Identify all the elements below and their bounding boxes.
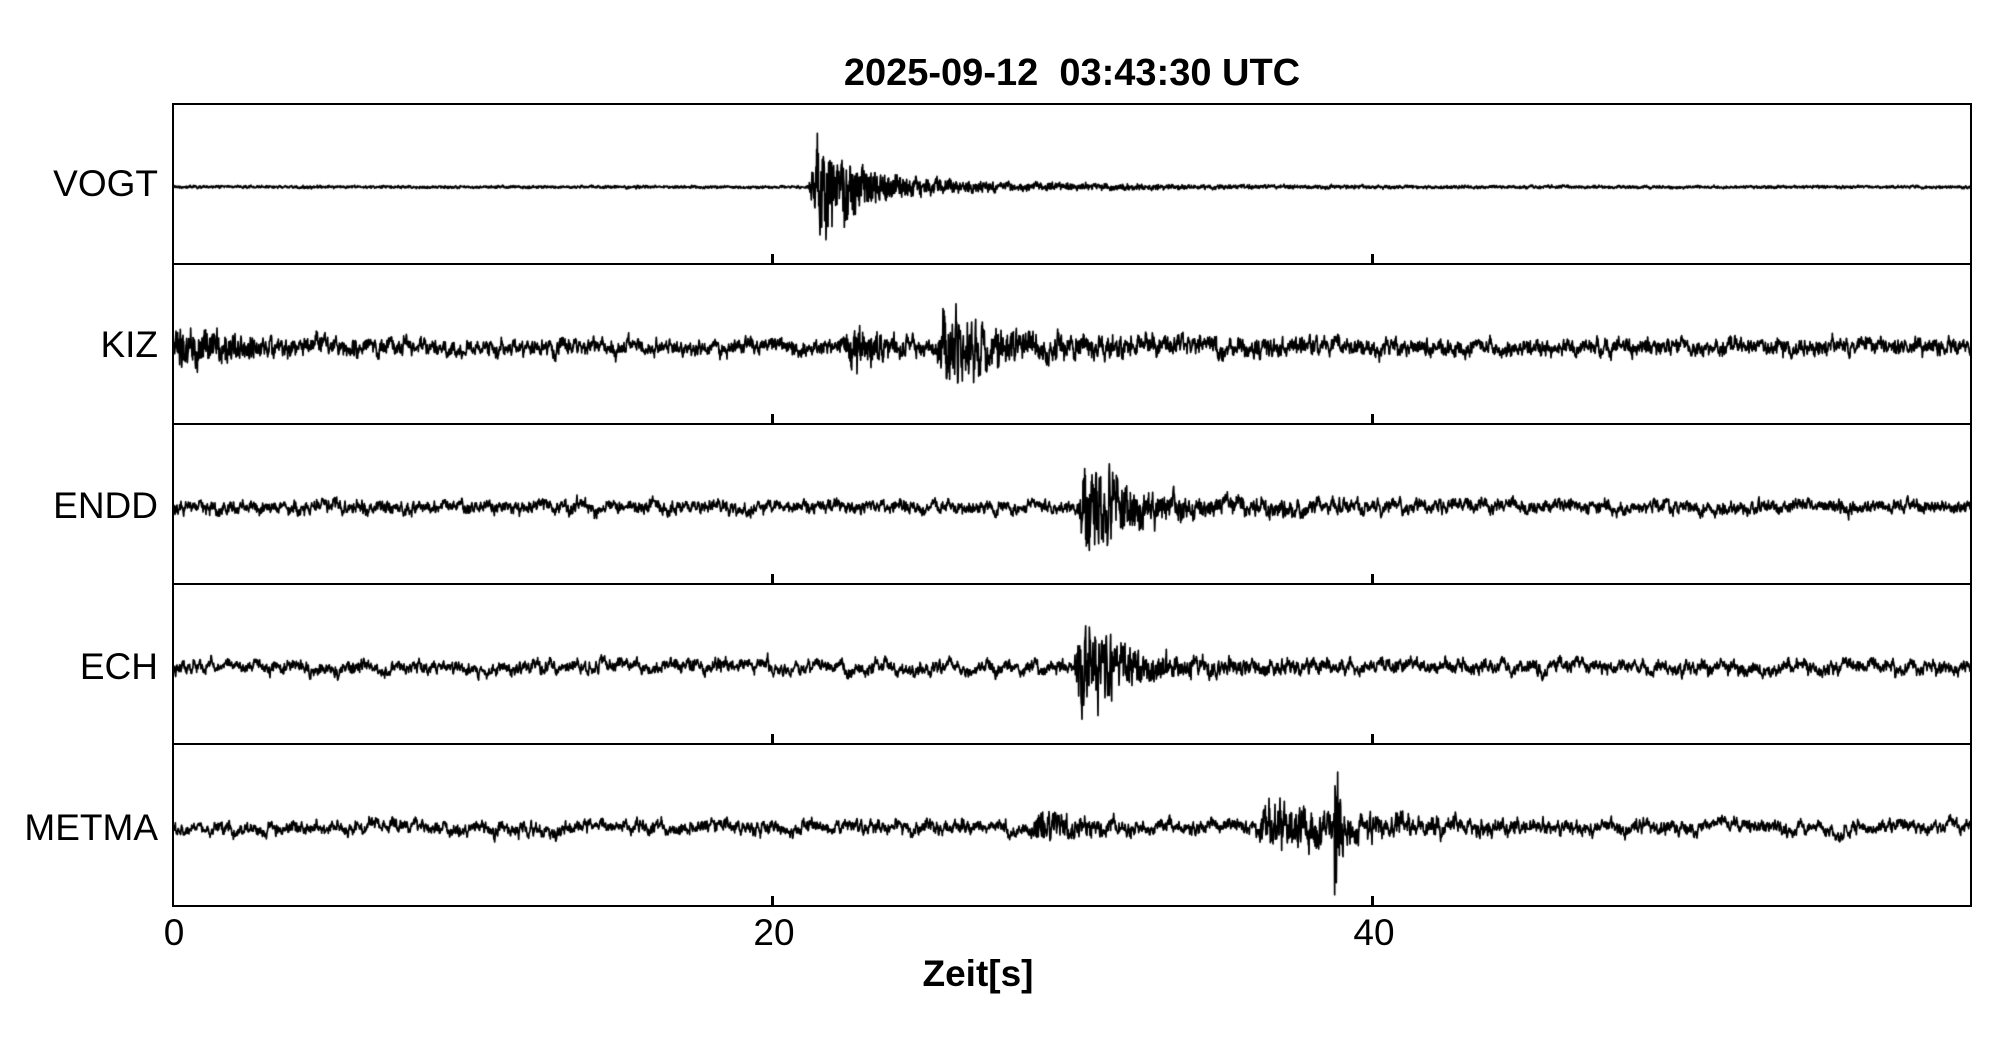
panel-tick-20s-icon xyxy=(771,414,774,423)
panel-tick-40s-icon xyxy=(1371,414,1374,423)
x-axis-label: Zeit[s] xyxy=(922,953,1034,994)
x-tick-label-20: 20 xyxy=(753,912,795,953)
panel-tick-40s-icon xyxy=(1371,254,1374,263)
station-label-kiz: KIZ xyxy=(100,324,158,365)
station-label-vogt: VOGT xyxy=(53,163,158,204)
panel-ech xyxy=(174,585,1970,745)
panel-tick-20s-icon xyxy=(771,896,774,905)
station-label-endd: ENDD xyxy=(53,485,158,526)
seismogram-trace-kiz xyxy=(174,265,1970,423)
x-tick-label-0: 0 xyxy=(163,912,185,953)
panel-tick-20s-icon xyxy=(771,254,774,263)
panel-endd xyxy=(174,425,1970,585)
panel-kiz xyxy=(174,265,1970,425)
seismogram-trace-vogt xyxy=(174,105,1970,263)
panel-tick-20s-icon xyxy=(771,734,774,743)
seismogram-trace-ech xyxy=(174,585,1970,743)
panel-tick-40s-icon xyxy=(1371,896,1374,905)
seismogram-trace-metma xyxy=(174,745,1970,905)
seismogram-axes xyxy=(172,103,1972,907)
station-label-metma: METMA xyxy=(24,807,158,848)
figure-title: 2025-09-12 03:43:30 UTC xyxy=(843,52,1301,94)
station-label-ech: ECH xyxy=(79,646,158,687)
panel-metma xyxy=(174,745,1970,905)
panel-vogt xyxy=(174,105,1970,265)
x-tick-label-40: 40 xyxy=(1353,912,1395,953)
panel-tick-40s-icon xyxy=(1371,734,1374,743)
panel-tick-40s-icon xyxy=(1371,574,1374,583)
seismogram-trace-endd xyxy=(174,425,1970,583)
panel-tick-20s-icon xyxy=(771,574,774,583)
